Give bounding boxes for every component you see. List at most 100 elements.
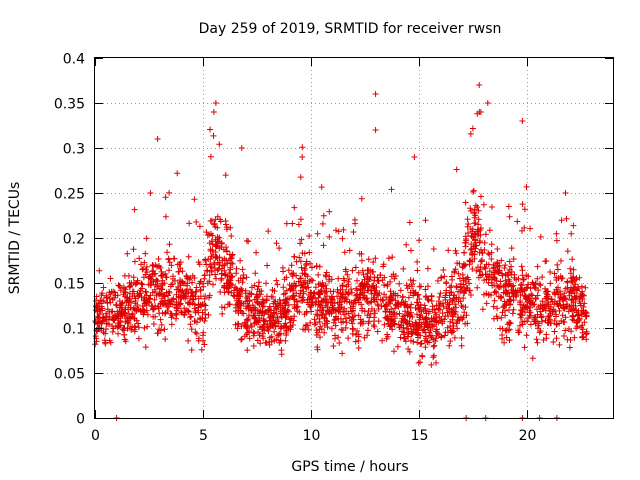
data-point xyxy=(271,298,278,305)
data-point xyxy=(496,284,503,291)
data-point xyxy=(314,230,321,237)
data-point xyxy=(215,266,222,273)
data-point xyxy=(316,315,323,322)
data-point xyxy=(156,326,162,333)
data-point xyxy=(367,287,374,294)
data-point xyxy=(187,314,194,321)
data-point xyxy=(125,310,132,317)
data-point xyxy=(266,338,273,345)
data-point xyxy=(318,311,325,318)
data-point xyxy=(296,254,303,261)
data-point xyxy=(479,250,486,257)
data-point xyxy=(506,319,513,326)
data-point xyxy=(545,288,551,295)
data-point xyxy=(238,336,245,342)
data-point xyxy=(331,300,338,307)
data-point xyxy=(465,221,472,227)
data-point xyxy=(485,279,492,286)
data-point xyxy=(198,346,205,353)
data-point xyxy=(467,226,474,233)
data-point xyxy=(238,336,245,343)
data-point xyxy=(360,318,367,325)
data-point xyxy=(316,307,323,314)
data-point xyxy=(451,334,458,341)
data-point xyxy=(440,267,447,273)
data-point xyxy=(436,302,443,309)
data-point xyxy=(313,263,320,269)
data-point xyxy=(207,153,214,160)
data-point xyxy=(519,321,526,328)
data-point xyxy=(580,304,587,310)
data-point xyxy=(476,82,483,88)
data-point xyxy=(320,212,327,219)
data-point xyxy=(174,170,181,177)
data-point xyxy=(551,328,558,335)
data-point xyxy=(188,326,195,333)
data-point xyxy=(543,302,550,309)
data-point xyxy=(162,336,169,343)
data-point xyxy=(103,313,110,320)
data-point xyxy=(177,265,184,272)
data-point xyxy=(130,305,137,312)
data-point xyxy=(461,249,468,256)
data-point xyxy=(415,291,422,298)
data-point xyxy=(360,271,367,278)
data-point xyxy=(185,253,192,260)
plot-frame xyxy=(94,57,614,419)
data-point xyxy=(480,201,487,208)
data-point xyxy=(221,282,228,289)
data-point xyxy=(477,264,484,271)
data-point xyxy=(562,327,569,334)
data-point xyxy=(525,295,532,302)
data-point xyxy=(293,290,300,297)
data-point xyxy=(430,354,437,361)
data-point xyxy=(132,298,139,304)
data-point xyxy=(486,251,493,258)
data-point xyxy=(238,145,245,151)
data-point xyxy=(340,226,347,233)
data-point xyxy=(276,245,283,252)
data-point xyxy=(227,264,234,271)
data-point xyxy=(180,280,187,287)
data-point xyxy=(323,285,330,292)
data-point xyxy=(218,240,225,247)
data-point xyxy=(158,321,165,328)
data-point xyxy=(206,292,213,299)
data-point xyxy=(330,288,337,295)
data-point xyxy=(405,294,412,301)
data-point xyxy=(535,322,542,329)
data-point xyxy=(319,220,326,227)
data-point xyxy=(111,294,118,301)
data-point xyxy=(214,213,221,220)
data-point xyxy=(567,306,574,313)
data-point xyxy=(560,304,567,311)
data-point xyxy=(355,345,362,351)
data-point xyxy=(404,285,411,292)
data-point xyxy=(338,304,345,311)
data-point xyxy=(166,267,172,274)
data-point xyxy=(412,290,419,297)
data-point xyxy=(240,272,247,278)
data-point xyxy=(415,302,422,309)
data-point xyxy=(534,263,541,270)
data-point xyxy=(278,351,285,358)
data-point xyxy=(428,293,435,300)
data-point xyxy=(509,310,516,317)
data-point xyxy=(335,228,342,235)
data-point xyxy=(575,317,582,324)
data-point xyxy=(273,310,280,317)
data-point xyxy=(523,272,530,279)
data-point xyxy=(543,335,550,342)
data-point xyxy=(434,277,441,284)
data-point xyxy=(267,317,274,324)
data-point xyxy=(303,285,310,292)
data-point xyxy=(479,258,485,265)
data-point xyxy=(538,314,545,321)
data-point xyxy=(239,266,246,273)
data-point xyxy=(478,193,484,200)
data-point xyxy=(248,291,255,298)
data-point xyxy=(424,265,431,272)
data-point xyxy=(333,227,339,234)
data-point xyxy=(291,280,298,287)
data-point xyxy=(328,294,335,301)
